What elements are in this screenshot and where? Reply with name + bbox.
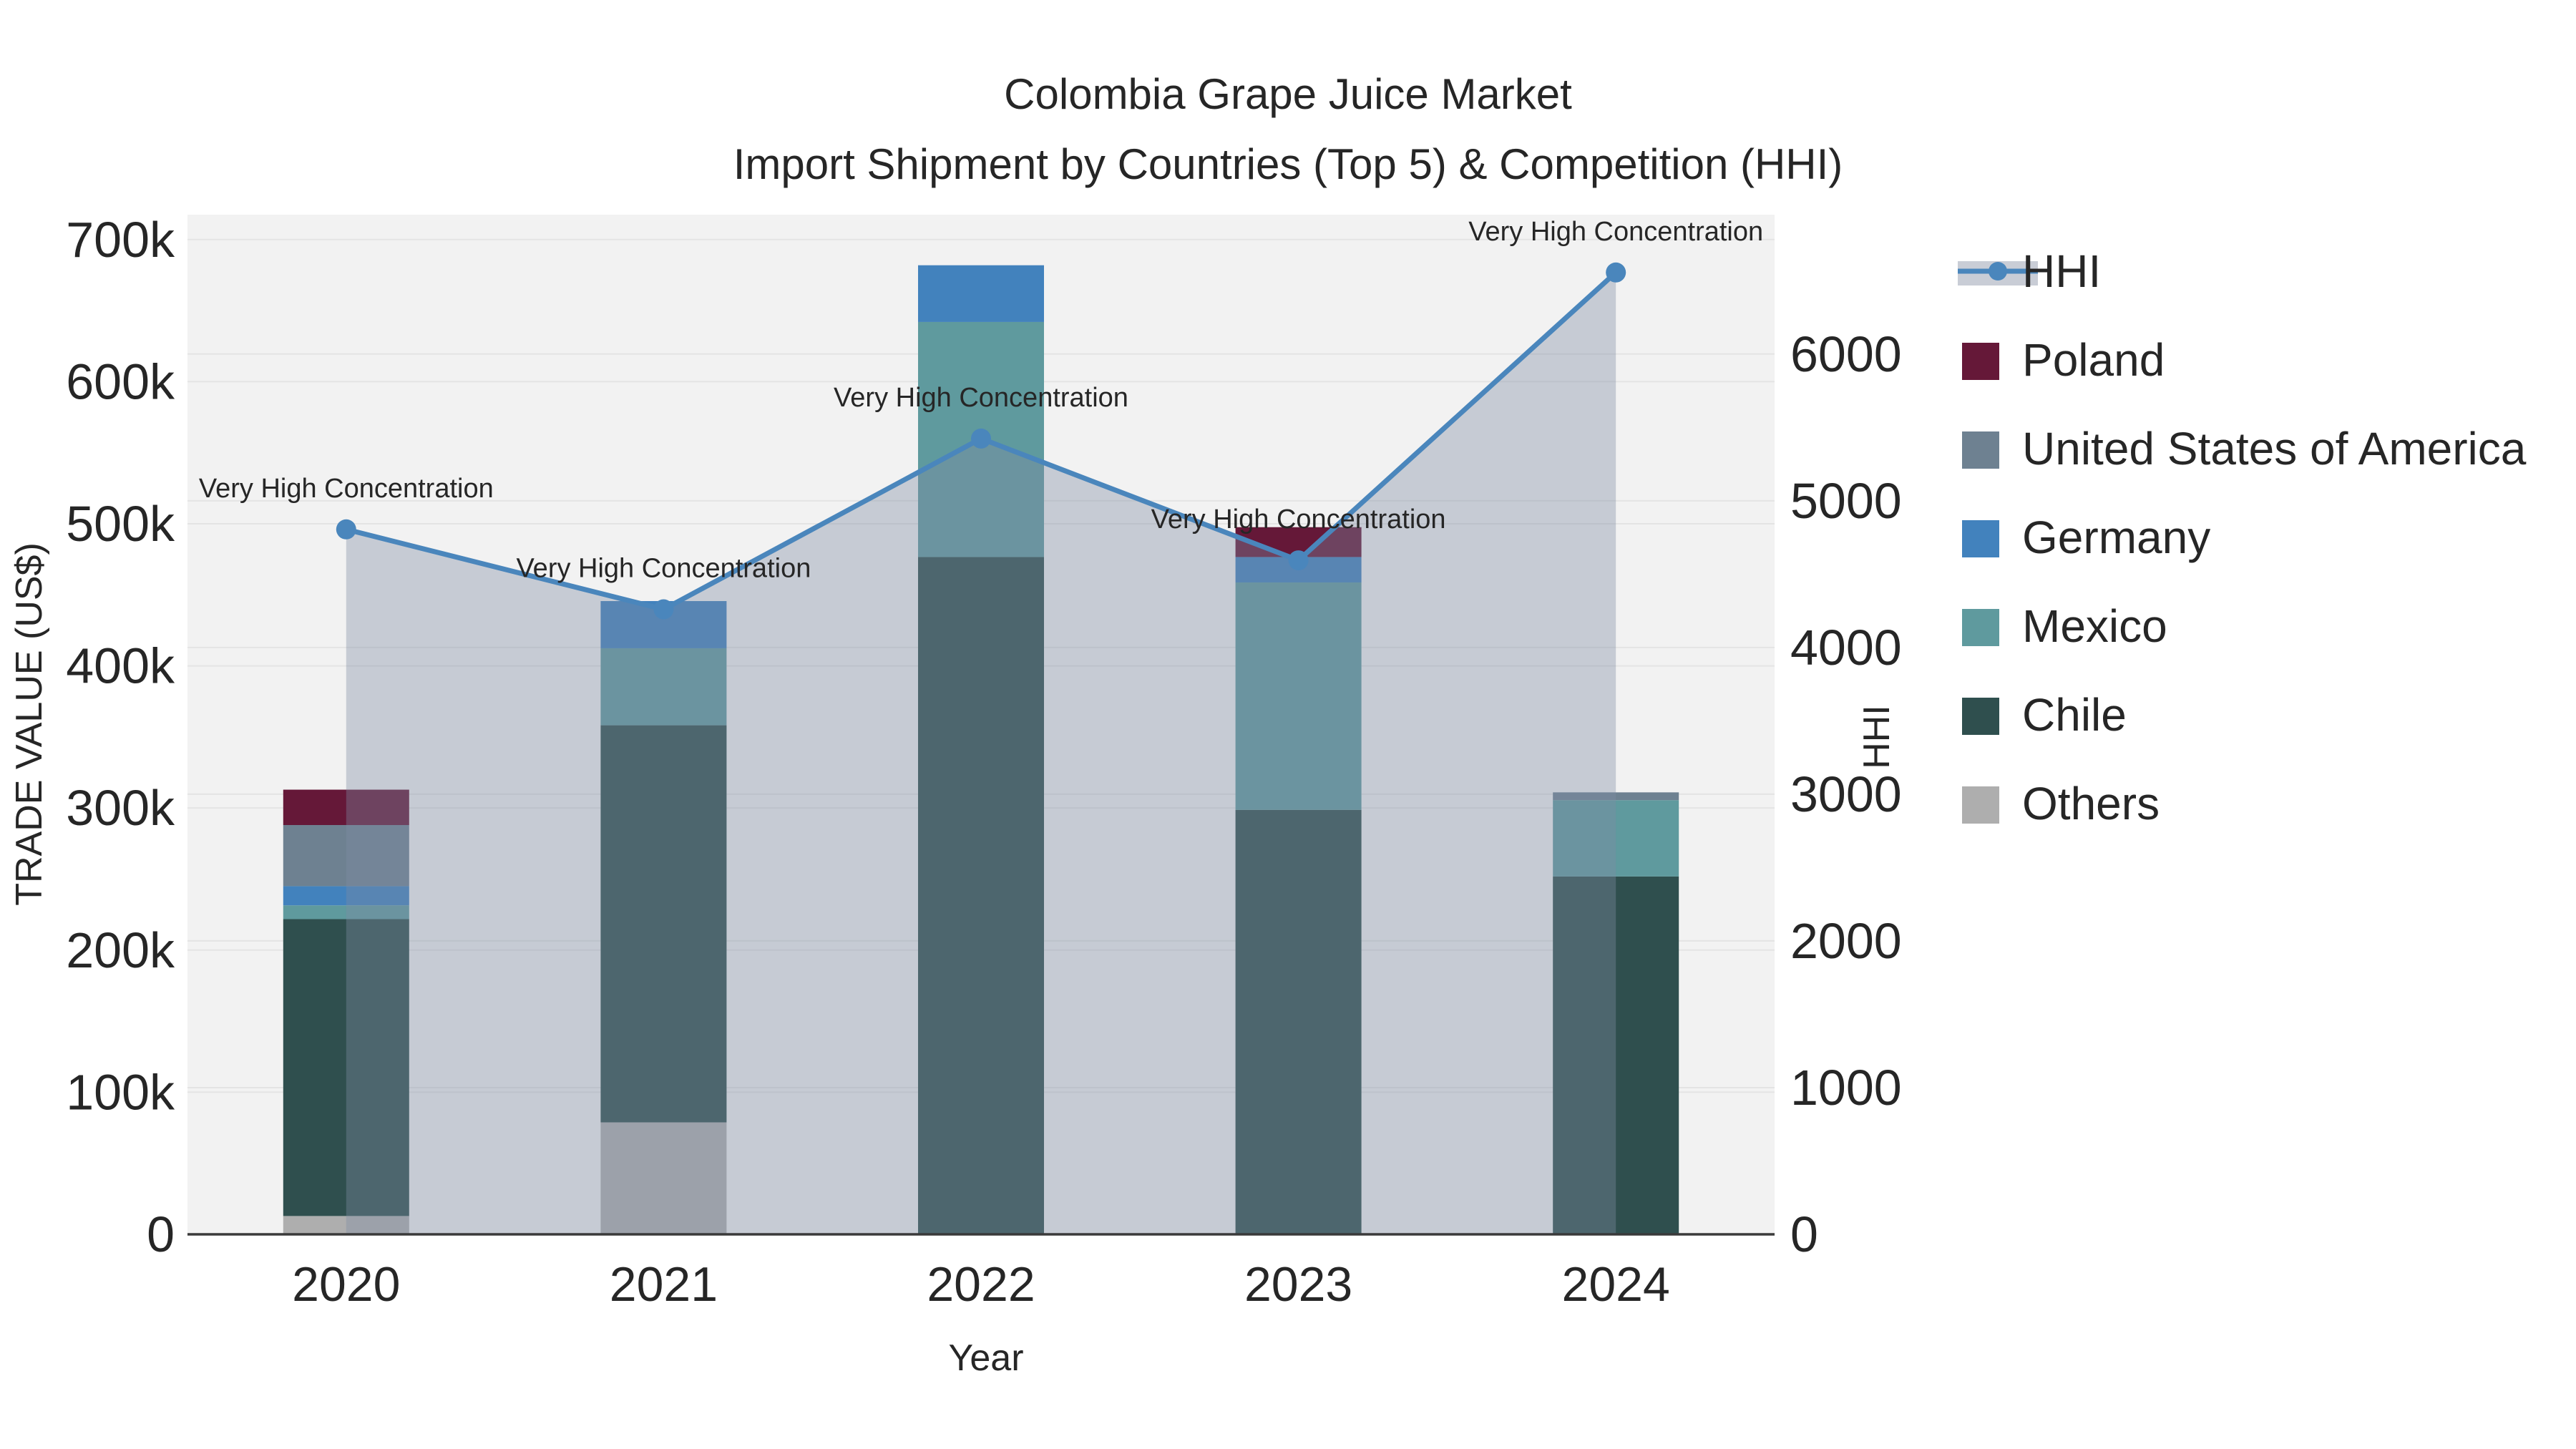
legend-label: Poland xyxy=(2022,334,2165,386)
y-left-tick: 400k xyxy=(66,638,175,694)
y-left-tick: 500k xyxy=(66,496,175,552)
bar-segment-mexico-2024[interactable] xyxy=(1553,800,1679,877)
bar-segment-united-states-of-america-2020[interactable] xyxy=(283,825,409,887)
annotation-2023: Very High Concentration xyxy=(1151,504,1446,535)
x-tick-2022: 2022 xyxy=(927,1257,1035,1312)
y-right-tick: 5000 xyxy=(1790,473,1902,529)
legend-color-swatch xyxy=(1962,343,1999,380)
x-tick-2023: 2023 xyxy=(1244,1257,1352,1312)
legend-item-poland[interactable]: Poland xyxy=(1962,334,2165,386)
hhi-marker-2023[interactable] xyxy=(1288,550,1309,571)
bar-segment-mexico-2021[interactable] xyxy=(600,648,727,726)
bar-segment-mexico-2020[interactable] xyxy=(283,905,409,919)
legend-label: HHI xyxy=(2022,245,2101,297)
annotation-2021: Very High Concentration xyxy=(516,554,811,584)
legend-item-others[interactable]: Others xyxy=(1962,778,2160,829)
annotation-2020: Very High Concentration xyxy=(199,474,494,504)
legend-item-germany[interactable]: Germany xyxy=(1962,512,2210,563)
legend-label: United States of America xyxy=(2022,423,2527,474)
stacked-bars xyxy=(283,265,1679,1234)
legend-hhi-marker-swatch xyxy=(1989,262,2007,280)
chart-title-line2: Import Shipment by Countries (Top 5) & C… xyxy=(733,140,1843,188)
bar-segment-others-2021[interactable] xyxy=(600,1122,727,1234)
bar-segment-chile-2022[interactable] xyxy=(918,557,1044,1234)
legend-item-chile[interactable]: Chile xyxy=(1962,689,2127,741)
x-tick-2024: 2024 xyxy=(1562,1257,1670,1312)
legend-label: Others xyxy=(2022,778,2160,829)
y-left-tick: 200k xyxy=(66,922,175,978)
legend-color-swatch xyxy=(1962,609,1999,646)
y-left-tick-labels: 0 100k 200k 300k 400k 500k 600k 700k xyxy=(66,212,175,1262)
legend: HHI Poland United States of America Germany… xyxy=(1958,245,2527,829)
bar-segment-others-2020[interactable] xyxy=(283,1216,409,1234)
legend-item-hhi[interactable]: HHI xyxy=(1958,245,2101,297)
hhi-marker-2024[interactable] xyxy=(1606,262,1626,283)
hhi-marker-2022[interactable] xyxy=(971,428,991,449)
y-right-tick: 6000 xyxy=(1790,326,1902,382)
bar-segment-poland-2020[interactable] xyxy=(283,789,409,826)
hhi-marker-2021[interactable] xyxy=(653,599,674,620)
x-tick-2020: 2020 xyxy=(292,1257,400,1312)
legend-label: Germany xyxy=(2022,512,2210,563)
legend-color-swatch xyxy=(1962,431,1999,469)
y-right-tick-labels: 0 1000 2000 3000 4000 5000 6000 xyxy=(1790,326,1902,1262)
bar-segment-germany-2022[interactable] xyxy=(918,265,1044,322)
legend-label: Mexico xyxy=(2022,600,2167,652)
y-right-tick: 2000 xyxy=(1790,913,1902,969)
y-right-tick: 0 xyxy=(1790,1206,1818,1262)
hhi-annotations: Very High Concentration Very High Concent… xyxy=(199,217,1763,584)
y-right-axis-title: HHI xyxy=(1856,705,1898,769)
y-left-tick: 600k xyxy=(66,353,175,409)
chart-title-line1: Colombia Grape Juice Market xyxy=(1004,70,1572,118)
y-left-tick: 700k xyxy=(66,212,175,268)
annotation-2022: Very High Concentration xyxy=(834,383,1128,413)
bar-segment-chile-2020[interactable] xyxy=(283,919,409,1216)
bar-segment-germany-2020[interactable] xyxy=(283,886,409,906)
bar-segment-chile-2023[interactable] xyxy=(1235,809,1362,1234)
y-right-tick: 3000 xyxy=(1790,766,1902,822)
legend-color-swatch xyxy=(1962,698,1999,735)
y-left-tick: 0 xyxy=(147,1206,175,1262)
bar-segment-chile-2021[interactable] xyxy=(600,725,727,1123)
hhi-marker-2020[interactable] xyxy=(336,519,356,540)
annotation-2024: Very High Concentration xyxy=(1468,217,1763,247)
x-axis-title: Year xyxy=(948,1337,1023,1379)
y-left-axis-title: TRADE VALUE (US$) xyxy=(9,542,50,906)
hhi-area-fill xyxy=(346,272,1616,1234)
y-right-tick: 1000 xyxy=(1790,1060,1902,1116)
bar-segment-mexico-2023[interactable] xyxy=(1235,582,1362,810)
legend-label: Chile xyxy=(2022,689,2127,741)
bar-segment-chile-2024[interactable] xyxy=(1553,876,1679,1234)
hhi-line xyxy=(336,262,1626,620)
x-tick-2021: 2021 xyxy=(610,1257,718,1312)
legend-color-swatch xyxy=(1962,520,1999,557)
bar-segment-united-states-of-america-2024[interactable] xyxy=(1553,792,1679,801)
hhi-area-polygon xyxy=(346,272,1616,1234)
legend-item-mexico[interactable]: Mexico xyxy=(1962,600,2167,652)
legend-color-swatch xyxy=(1962,786,1999,824)
y-left-tick: 300k xyxy=(66,780,175,836)
y-left-tick: 100k xyxy=(66,1064,175,1120)
x-tick-labels: 2020 2021 2022 2023 2024 xyxy=(292,1257,1670,1312)
legend-item-united-states-of-america[interactable]: United States of America xyxy=(1962,423,2527,474)
y-right-tick: 4000 xyxy=(1790,620,1902,675)
